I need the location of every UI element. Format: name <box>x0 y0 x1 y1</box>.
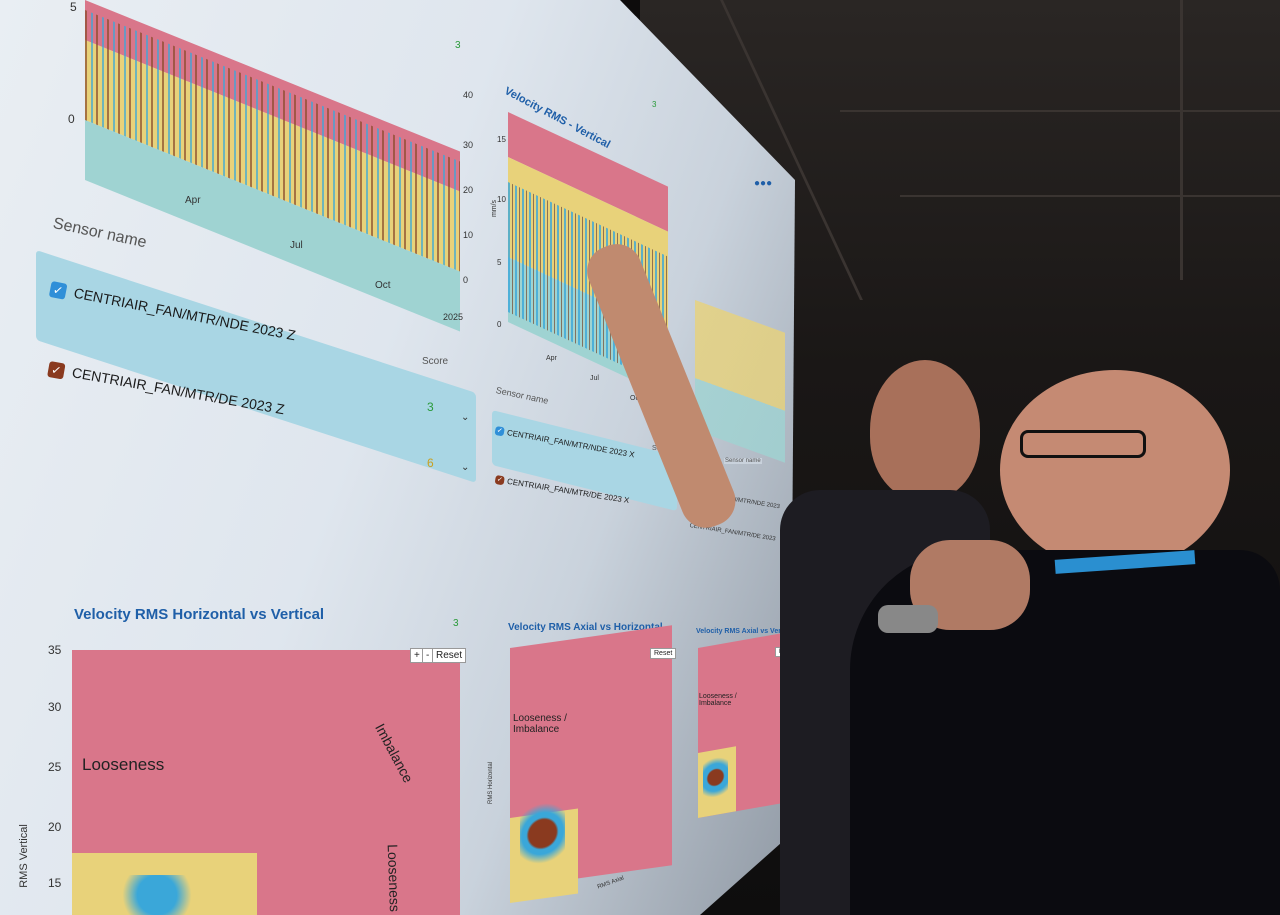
y-tick: 10 <box>497 195 506 204</box>
x-tick: Jul <box>590 375 599 382</box>
right-tick: 30 <box>463 140 474 150</box>
y-axis-label: RMS Horizontal <box>488 761 495 805</box>
toolbar-icons[interactable]: ●●● <box>754 178 773 189</box>
y-tick: 25 <box>48 760 62 774</box>
y-tick: 20 <box>48 820 62 834</box>
score-value: 3 <box>427 400 434 414</box>
chevron-down-icon[interactable]: ⌄ <box>461 412 470 423</box>
checkbox-checked-icon[interactable]: ✓ <box>494 426 505 437</box>
scatter-hv-plot <box>72 650 460 915</box>
x-tick: Oct <box>375 280 391 291</box>
chart-title: Velocity RMS Axial vs Vertical <box>696 628 795 635</box>
x-axis-label: RMS Axial <box>596 875 625 891</box>
y-tick: 0 <box>68 112 75 126</box>
checkbox-checked-icon[interactable]: ✓ <box>46 361 66 380</box>
wristwatch <box>878 605 938 633</box>
reset-button[interactable]: Reset <box>650 648 677 659</box>
person-watching <box>810 370 1280 915</box>
score-header: Score <box>422 356 449 367</box>
right-tick: 0 <box>463 275 469 285</box>
glasses <box>1020 430 1146 458</box>
y-tick: 5 <box>70 0 77 14</box>
ceiling-grid-line <box>1180 0 1183 280</box>
x-tick: Apr <box>185 195 201 206</box>
right-tick: 40 <box>463 90 474 100</box>
region-label: Looseness <box>384 843 404 913</box>
y-axis-label: RMS Vertical <box>17 824 30 888</box>
scatter-ah-plot <box>510 625 672 903</box>
chevron-down-icon[interactable]: ⌄ <box>461 462 470 473</box>
score-value: 3 <box>652 100 657 109</box>
sensor-name-header: Sensor name <box>724 458 762 464</box>
y-tick: 30 <box>48 700 62 714</box>
chart-title: Velocity RMS Axial vs Horizontal <box>508 622 663 633</box>
score-value: 6 <box>427 456 434 470</box>
score-value: 3 <box>453 618 459 629</box>
sensor-name-header: Sensor name <box>494 385 550 406</box>
scatter-points <box>703 747 728 808</box>
scatter-points <box>112 875 202 915</box>
y-tick: 15 <box>48 876 62 890</box>
head <box>1000 370 1230 570</box>
y-tick: 35 <box>48 643 62 657</box>
checkbox-checked-icon[interactable]: ✓ <box>494 475 505 486</box>
x-tick: 2025 <box>443 312 464 322</box>
right-tick: 10 <box>463 230 474 240</box>
x-tick: Apr <box>546 355 557 362</box>
y-axis-label: mm/s <box>491 199 499 218</box>
region-label: Looseness <box>82 755 165 774</box>
y-tick: 15 <box>497 135 506 144</box>
region-label: Looseness / Imbalance <box>699 693 737 707</box>
right-tick: 20 <box>463 185 474 195</box>
y-tick: 5 <box>497 258 502 267</box>
head <box>870 360 980 500</box>
chart-title: Velocity RMS Horizontal vs Vertical <box>74 606 325 623</box>
reset-button[interactable]: Reset <box>432 648 467 663</box>
region-label: Looseness / Imbalance <box>513 713 567 735</box>
score-value: 3 <box>455 40 461 51</box>
ceiling-grid-line <box>900 195 1280 197</box>
x-tick: Oct <box>630 395 641 402</box>
x-tick: Jul <box>290 240 303 251</box>
ceiling-grid-line <box>840 110 1280 112</box>
y-tick: 0 <box>497 320 502 329</box>
scatter-points <box>520 790 565 877</box>
checkbox-checked-icon[interactable]: ✓ <box>48 281 68 301</box>
